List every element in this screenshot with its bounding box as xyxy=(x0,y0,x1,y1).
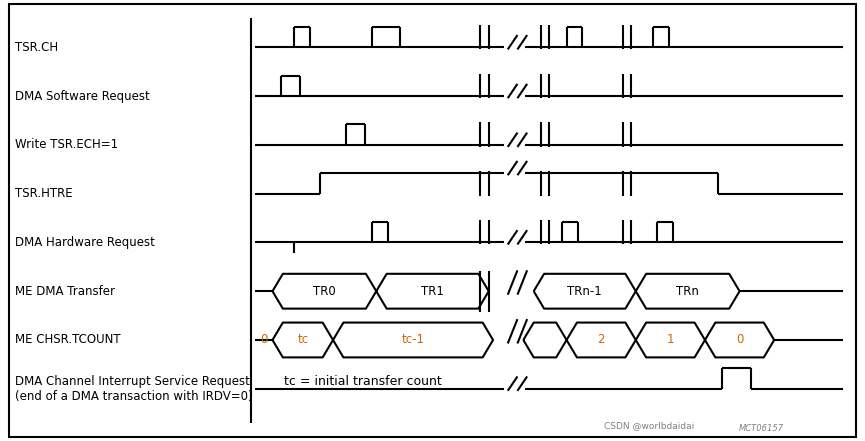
Text: 0: 0 xyxy=(260,333,267,347)
Text: MCT06157: MCT06157 xyxy=(739,424,784,433)
Text: 1: 1 xyxy=(667,333,674,347)
Text: TR1: TR1 xyxy=(421,285,444,298)
Text: tc-1: tc-1 xyxy=(401,333,425,347)
Text: tc: tc xyxy=(298,333,308,347)
Text: 2: 2 xyxy=(598,333,605,347)
Text: 0: 0 xyxy=(736,333,743,347)
FancyBboxPatch shape xyxy=(9,4,856,437)
Text: ME CHSR.TCOUNT: ME CHSR.TCOUNT xyxy=(15,333,120,347)
Text: TRn-1: TRn-1 xyxy=(567,285,602,298)
Text: ME DMA Transfer: ME DMA Transfer xyxy=(15,285,115,298)
Text: DMA Software Request: DMA Software Request xyxy=(15,90,150,103)
Text: TSR.HTRE: TSR.HTRE xyxy=(15,187,73,200)
Text: DMA Hardware Request: DMA Hardware Request xyxy=(15,236,155,249)
Text: DMA Channel Interrupt Service Request
(end of a DMA transaction with IRDV=0): DMA Channel Interrupt Service Request (e… xyxy=(15,375,253,403)
Text: CSDN @worlbdaidai: CSDN @worlbdaidai xyxy=(604,421,694,430)
Text: tc = initial transfer count: tc = initial transfer count xyxy=(285,375,442,388)
Text: TR0: TR0 xyxy=(313,285,336,298)
Text: TRn: TRn xyxy=(676,285,699,298)
Text: TSR.CH: TSR.CH xyxy=(15,41,58,54)
Text: Write TSR.ECH=1: Write TSR.ECH=1 xyxy=(15,138,118,151)
